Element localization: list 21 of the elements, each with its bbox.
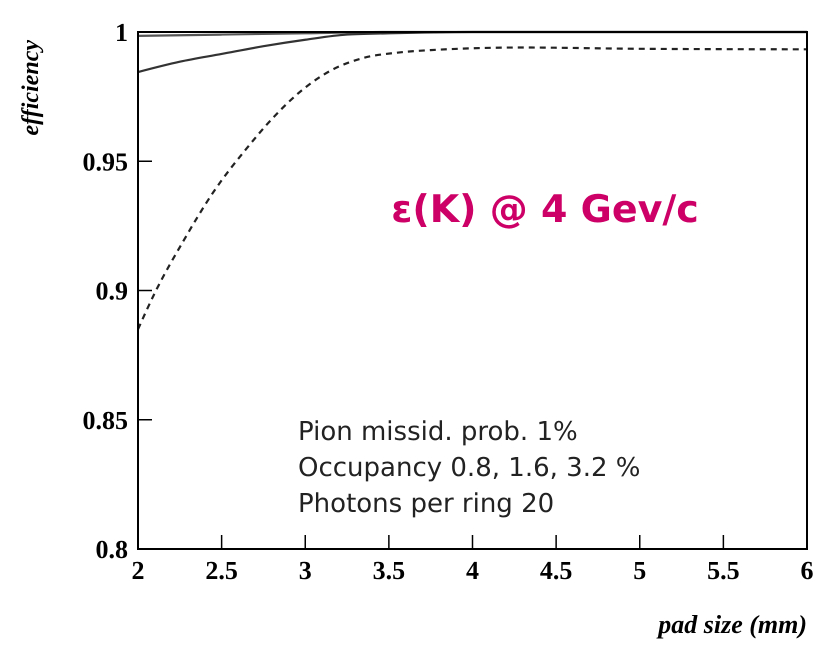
x-tick-label: 5 <box>633 556 646 585</box>
y-axis-title: efficiency <box>18 40 44 136</box>
x-tick-label: 4.5 <box>540 556 572 585</box>
x-tick-label: 5.5 <box>707 556 740 585</box>
x-tick-label: 3 <box>298 556 312 585</box>
y-tick-label: 0.95 <box>82 147 128 176</box>
x-tick-label: 4 <box>466 556 479 585</box>
annotation: Occupancy 0.8, 1.6, 3.2 % <box>298 453 640 483</box>
x-axis-title: pad size (mm) <box>656 610 807 639</box>
annotation: Pion missid. prob. 1% <box>298 417 578 447</box>
y-tick-label: 1 <box>115 18 128 48</box>
x-tick-label: 6 <box>800 556 814 585</box>
x-tick-label: 3.5 <box>372 556 406 585</box>
y-tick-label: 0.8 <box>96 535 128 564</box>
annotation: ε(K) @ 4 Gev/c <box>391 187 699 231</box>
y-tick-label: 0.9 <box>96 276 128 306</box>
x-tick-label: 2.5 <box>205 556 238 585</box>
line-series <box>136 46 808 330</box>
y-tick-label: 0.85 <box>82 406 128 435</box>
annotation: Photons per ring 20 <box>298 489 554 519</box>
x-tick-label: 2 <box>132 556 144 585</box>
